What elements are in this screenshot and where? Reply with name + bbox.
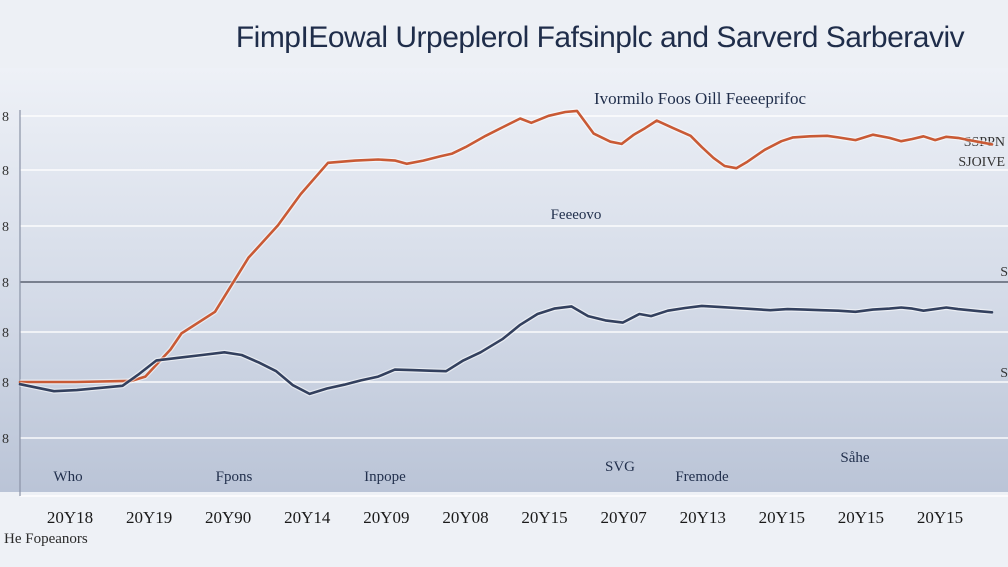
x-tick-label: 20Y07 — [600, 508, 647, 527]
x-tick-label: 20Y19 — [126, 508, 172, 527]
x-tick-label: 20Y15 — [838, 508, 884, 527]
x-axis-band — [0, 492, 1008, 567]
y-tick-label: 8 — [2, 164, 9, 179]
annotation-foecoie: Feeeovo — [551, 207, 602, 223]
y-tick-label: 8 — [2, 376, 9, 391]
annotation-inpopo: Inpope — [364, 469, 406, 485]
x-tick-label: 20Y08 — [442, 508, 488, 527]
annotation-fremode: Fremode — [675, 469, 729, 485]
series-line-1 — [18, 109, 994, 384]
right-axis-marker: S — [1000, 366, 1008, 381]
x-tick-labels: 20Y18 20Y19 20Y90 20Y14 20Y09 20Y08 20Y15 20Y07… — [47, 508, 963, 527]
y-tick-label: 8 — [2, 220, 9, 235]
x-tick-label: 20Y90 — [205, 508, 251, 527]
x-tick-label: 20Y09 — [363, 508, 409, 527]
series-layer — [18, 108, 994, 397]
chart-title: FimpIEowal Urpeplerol Fafsinplc and Sarv… — [236, 21, 965, 54]
footnote: He Fopeanors — [4, 531, 88, 547]
x-tick-label: 20Y15 — [759, 508, 805, 527]
annotation-fpons: Fpons — [216, 469, 253, 485]
y-tick-label: 8 — [2, 326, 9, 341]
annotation-sahe: Såhe — [840, 450, 870, 466]
legend-label: SJOIVE — [958, 155, 1005, 170]
series-line-2 — [18, 304, 994, 396]
x-tick-label: 20Y13 — [680, 508, 726, 527]
plot-background — [0, 68, 1008, 500]
y-tick-label: 8 — [2, 432, 9, 447]
annotation-svo: SVG — [605, 459, 635, 475]
x-tick-label: 20Y15 — [917, 508, 963, 527]
right-axis-marker: S — [1000, 265, 1008, 280]
chart-subtitle: Ivormilo Foos Oill Feeeeprifoc — [594, 89, 806, 108]
x-tick-label: 20Y15 — [521, 508, 567, 527]
y-tick-label: 8 — [2, 276, 9, 291]
y-tick-labels: 8 8 8 8 8 8 8 — [2, 110, 9, 447]
x-tick-label: 20Y18 — [47, 508, 93, 527]
x-tick-label: 20Y14 — [284, 508, 331, 527]
annotation-who: Who — [53, 469, 82, 485]
y-tick-label: 8 — [2, 110, 9, 125]
